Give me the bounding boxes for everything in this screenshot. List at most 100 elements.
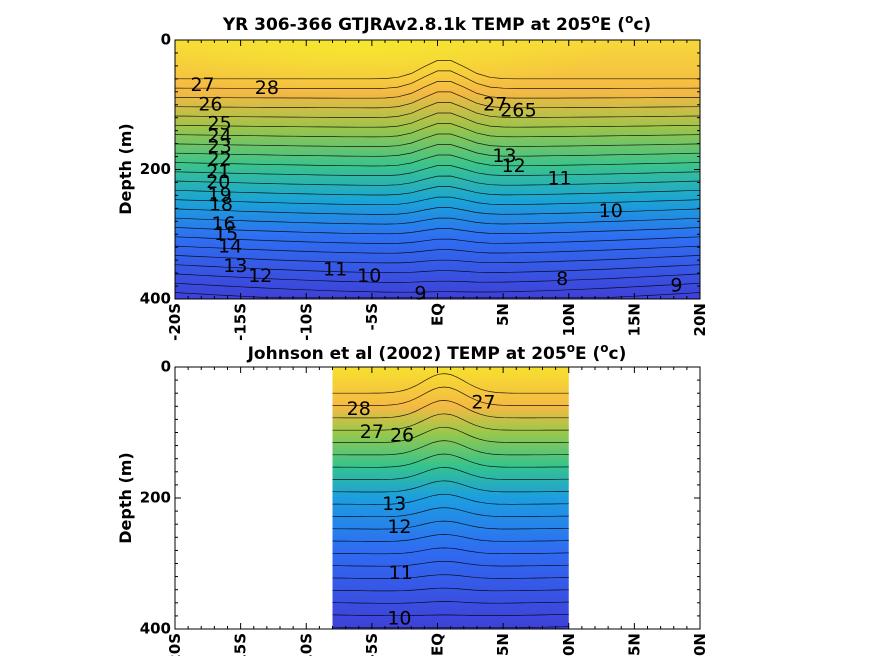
contour-line [174,282,701,293]
contour-line [174,102,701,118]
contour-line [332,386,569,406]
contour-label: 23 [208,135,232,157]
contour-label: 24 [208,126,232,148]
x-tick-label: -10S [297,303,315,341]
y-tick-label: 0 [161,31,171,49]
contour-label: 14 [218,236,242,258]
contour-label: 25 [208,113,232,135]
contour-line [174,236,701,244]
contour-line [332,426,569,443]
x-tick-label: -20S [166,303,184,341]
y-tick-label: 400 [140,290,171,308]
contour-line [174,70,701,89]
contour-label: 22 [208,148,232,170]
panel-top-title-end: c) [633,15,651,35]
contour-line [332,480,569,493]
y-tick-label: 0 [161,358,171,376]
y-tick-label: 200 [140,489,171,507]
contour-line [332,520,569,530]
x-tick-label: -15S [232,633,250,656]
panel-top-warm-core [175,40,700,150]
x-tick-label: 20N [691,633,709,656]
contour-label: 11 [389,562,413,584]
contour-line [174,91,701,109]
contour-label: 8 [556,268,568,290]
contour-label: 10 [599,200,623,222]
panel-bottom-title-main: Johnson et al (2002) TEMP at 205 [247,344,567,364]
x-tick-label: EQ [429,303,447,326]
x-tick-label: 20N [691,303,709,336]
contour-line [332,587,569,592]
contour-label: 18 [209,194,233,216]
contour-line [174,264,701,274]
panel-bottom-title-degree-2: o [600,341,608,355]
contour-label: 11 [547,168,571,190]
x-tick-label: EQ [429,633,447,656]
contour-label: 15 [214,223,238,245]
panel-bottom-title-tail: E ( [575,344,600,364]
contour-label: 12 [387,516,411,538]
contour-line [332,507,569,518]
contour-line [174,144,701,157]
x-tick-label: 10N [560,303,578,336]
contour-line [174,175,701,186]
x-tick-label: -10S [297,633,315,656]
contour-label: 27 [360,421,384,443]
contour-line [174,196,701,206]
panel-bottom-ylabel: Depth (m) [116,452,135,544]
contour-line [174,207,701,215]
contour-line [332,413,569,431]
contour-line [175,60,700,80]
contour-line [332,400,569,419]
x-tick-label: 15N [625,303,643,336]
contour-label: 26 [500,100,524,122]
contour-line [174,81,701,99]
contour-label: 13 [492,145,516,167]
x-tick-label: -20S [166,633,184,656]
contour-line [174,112,701,128]
contour-label: 9 [414,282,426,304]
contour-label: 26 [198,93,222,115]
panel-top-ticks: -20S -15S -10S -5S EQ 5N 10N 15N 20N 0 200 400 [140,31,709,341]
contour-label: 10 [387,608,411,630]
contour-label: 20 [206,171,230,193]
contour-label: 13 [223,255,247,277]
panel-top-ylabel: Depth (m) [116,123,135,215]
contour-label: 13 [382,493,406,515]
contour-label: 10 [357,265,381,287]
contour-label: 5 [525,100,537,122]
contour-label: 28 [347,398,371,420]
contour-line [332,613,569,617]
contour-label: 27 [483,93,507,115]
panel-bottom-ticks: -20S -15S -10S -5S EQ 5N 10N 15N 20N 0 200 400 [140,358,709,656]
panel-top-title-tail: E ( [600,15,625,35]
panel-bottom-title: Johnson et al (2002) TEMP at 205oE (oc) [247,341,627,364]
contour-line [332,560,569,567]
panel-bottom-field [332,367,569,629]
panel-top-title-degree-2: o [625,12,633,26]
contour-line [332,440,569,456]
contour-label: 16 [211,213,235,235]
panel-top-title-main: YR 306-366 GTJRAv2.8.1k TEMP at 205 [222,15,592,35]
contour-line [332,493,569,505]
contour-line [174,227,701,235]
x-tick-label: -5S [363,303,381,330]
x-tick-label: -15S [232,303,250,341]
contour-line [174,165,701,176]
panel-bottom-title-end: c) [609,344,627,364]
contour-label: 9 [670,275,682,297]
x-tick-label: 5N [494,303,512,326]
contour-label: 27 [471,392,495,414]
contour-line [332,373,569,394]
contour-label: 12 [502,155,526,177]
panel-top-contours [174,60,701,299]
x-tick-label: 5N [494,633,512,656]
contour-label: 12 [248,265,272,287]
contour-line [174,255,701,264]
contour-label: 27 [190,74,214,96]
contour-line [174,186,701,196]
